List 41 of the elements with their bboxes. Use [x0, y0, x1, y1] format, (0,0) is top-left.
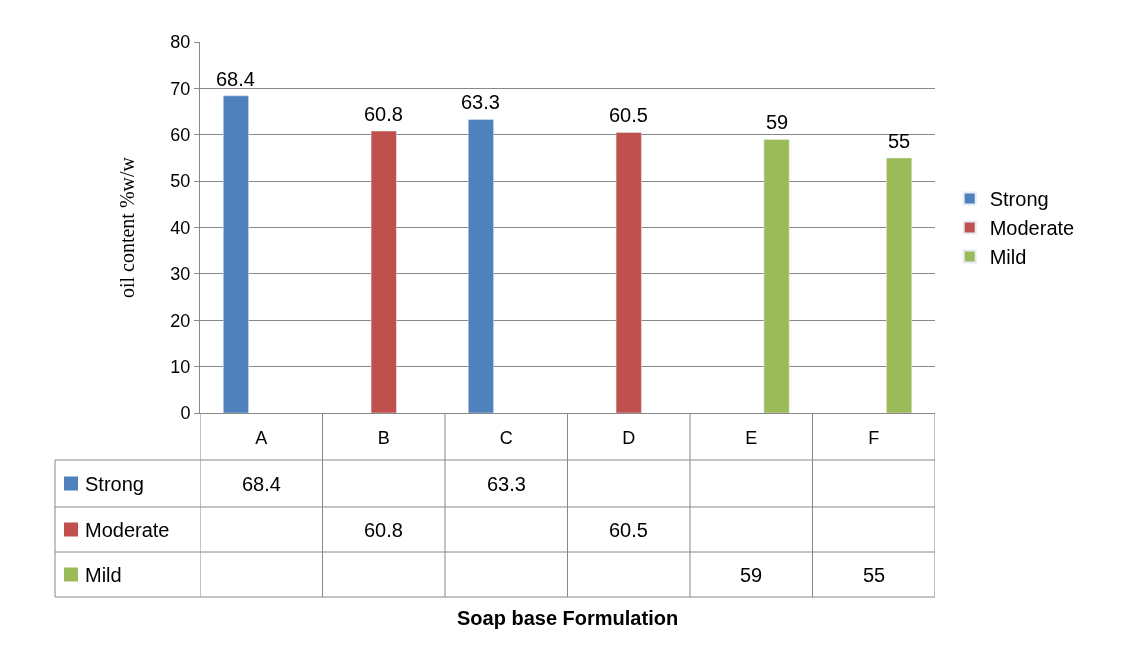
- y-tick-label: 80: [170, 32, 191, 53]
- text: Soap base Formulation: [457, 607, 679, 629]
- x-tick-label: B: [377, 427, 390, 448]
- text: Mild: [85, 564, 122, 586]
- data-label: 68.4: [242, 473, 281, 495]
- annotation: 68.4: [216, 68, 255, 90]
- y-tick-label: 40: [170, 217, 191, 238]
- annotation: 55: [888, 130, 911, 152]
- data-label: 59: [740, 564, 763, 586]
- bar: [370, 130, 397, 413]
- x-tick-label: F: [868, 427, 880, 448]
- y-tick-label: 50: [170, 171, 191, 192]
- text: Strong: [989, 188, 1049, 211]
- annotation: 60.8: [364, 103, 403, 125]
- y-tick-label: 60: [170, 125, 191, 146]
- annotation: 60.5: [609, 104, 648, 126]
- legend-label: Moderate: [85, 519, 170, 541]
- y-tick-label: 10: [170, 356, 191, 377]
- bar: [468, 119, 494, 413]
- bar: [763, 139, 790, 413]
- data-label: 55: [863, 564, 886, 586]
- bar: [615, 132, 642, 413]
- x-tick-label: C: [499, 427, 513, 448]
- legend-label: Strong: [85, 473, 144, 495]
- data-label: 60.8: [364, 519, 403, 541]
- annotation: 59: [766, 111, 789, 133]
- x-tick-label: A: [255, 427, 268, 448]
- y-tick-label: 70: [170, 78, 191, 99]
- data-label: 63.3: [487, 473, 526, 495]
- y-tick-label: 30: [170, 264, 191, 285]
- y-tick-label: 0: [180, 403, 191, 424]
- x-tick-label: D: [622, 427, 636, 448]
- data-label: 60.5: [609, 519, 648, 541]
- bar: [886, 157, 912, 413]
- y-tick-label: 20: [170, 310, 191, 331]
- annotation: 63.3: [461, 91, 500, 113]
- bar: [223, 95, 249, 413]
- y-axis-title: oil content %w/w: [115, 156, 138, 299]
- x-tick-label: E: [745, 427, 758, 448]
- legend-label: Mild: [989, 246, 1027, 269]
- text: Moderate: [989, 217, 1075, 240]
